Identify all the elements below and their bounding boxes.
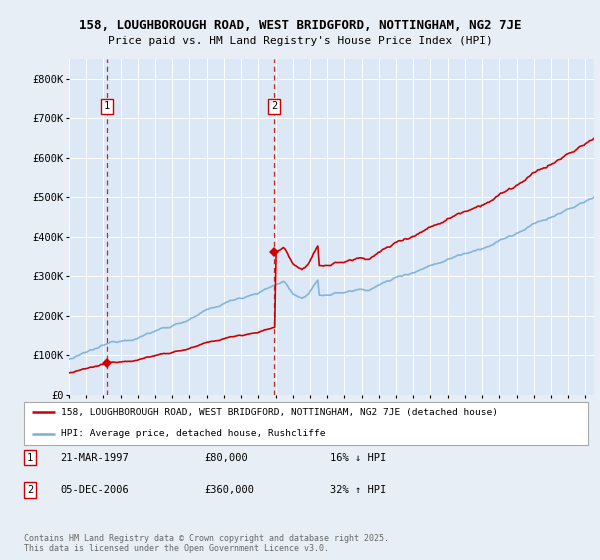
Text: £80,000: £80,000 [204,452,248,463]
Text: 16% ↓ HPI: 16% ↓ HPI [330,452,386,463]
Text: 158, LOUGHBOROUGH ROAD, WEST BRIDGFORD, NOTTINGHAM, NG2 7JE (detached house): 158, LOUGHBOROUGH ROAD, WEST BRIDGFORD, … [61,408,497,417]
Text: £360,000: £360,000 [204,485,254,495]
Text: 1: 1 [104,101,110,111]
Text: 2: 2 [27,485,33,495]
Text: 21-MAR-1997: 21-MAR-1997 [60,452,129,463]
Text: HPI: Average price, detached house, Rushcliffe: HPI: Average price, detached house, Rush… [61,430,325,438]
Text: 32% ↑ HPI: 32% ↑ HPI [330,485,386,495]
Text: Contains HM Land Registry data © Crown copyright and database right 2025.
This d: Contains HM Land Registry data © Crown c… [24,534,389,553]
Text: Price paid vs. HM Land Registry's House Price Index (HPI): Price paid vs. HM Land Registry's House … [107,36,493,46]
Text: 2: 2 [271,101,277,111]
Text: 05-DEC-2006: 05-DEC-2006 [60,485,129,495]
Text: 1: 1 [27,452,33,463]
Text: 158, LOUGHBOROUGH ROAD, WEST BRIDGFORD, NOTTINGHAM, NG2 7JE: 158, LOUGHBOROUGH ROAD, WEST BRIDGFORD, … [79,18,521,32]
